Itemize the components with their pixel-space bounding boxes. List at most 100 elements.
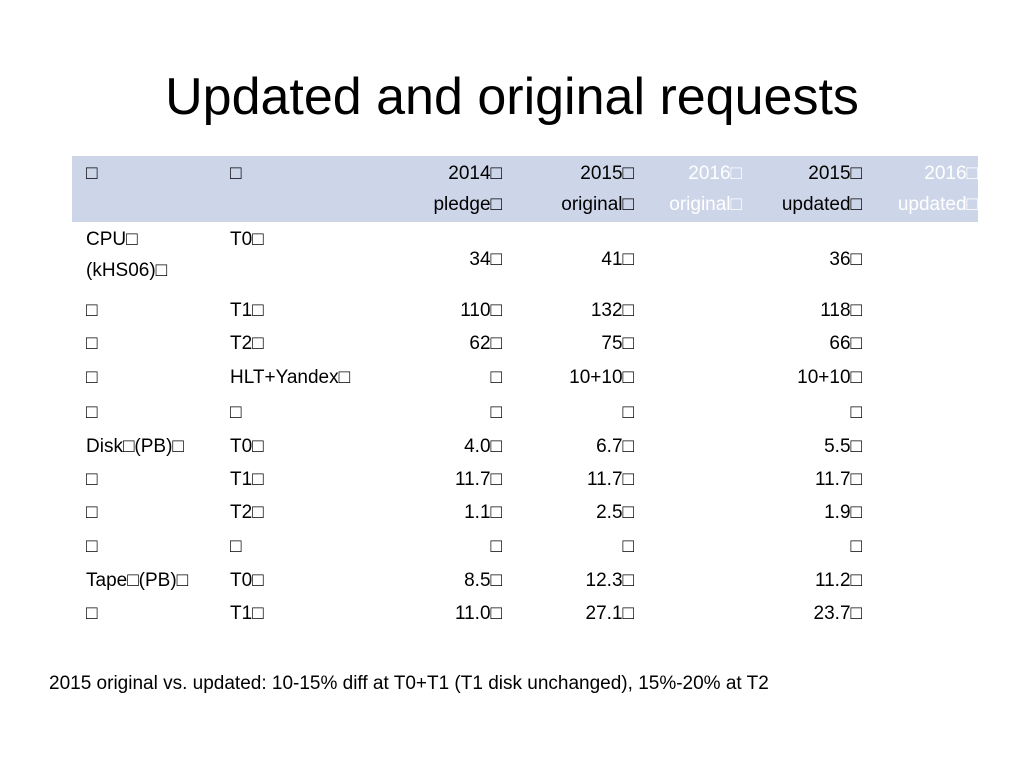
value-cell-2015-original: 132□ — [590, 300, 634, 321]
row-label-cell: □ — [86, 402, 98, 423]
value-cell-2015-updated: □ — [850, 402, 862, 423]
value-cell-2016-original — [634, 395, 742, 430]
value-cell-2014-pledge: □ — [490, 536, 502, 557]
value-cell-2016-original — [634, 496, 742, 529]
row-label-cell: Disk□(PB)□ — [86, 436, 184, 457]
tier-cell: T2□ — [230, 502, 264, 523]
value-cell-2014-pledge: 62□ — [469, 333, 502, 354]
value-cell-2014-pledge: 8.5□ — [464, 570, 502, 591]
header-cell-2015-original: 2015□ original□ — [561, 163, 634, 215]
value-cell-2015-original: 75□ — [601, 333, 634, 354]
footnote: 2015 original vs. updated: 10-15% diff a… — [49, 673, 769, 694]
value-cell-2016-updated — [862, 529, 978, 564]
value-cell-2015-updated: 66□ — [829, 333, 862, 354]
value-cell-2015-updated: 11.7□ — [814, 469, 862, 490]
header-cell-2016-updated: 2016□ updated□ — [897, 163, 978, 215]
row-label-cell: □ — [86, 536, 98, 557]
tier-cell: T0□ — [230, 436, 264, 457]
tier-cell: T0□ — [230, 570, 264, 591]
tier-cell: □ — [230, 536, 242, 557]
value-cell-2014-pledge: 11.7□ — [454, 469, 502, 490]
row-label-cell: CPU□ (kHS06)□ — [86, 229, 168, 281]
table-row: □ T1□ 11.7□ 11.7□ 11.7□ — [72, 463, 978, 496]
tier-cell: T1□ — [230, 603, 264, 624]
table-row: Disk□(PB)□ T0□ 4.0□ 6.7□ 5.5□ — [72, 430, 978, 463]
value-cell-2015-original: 11.7□ — [586, 469, 634, 490]
value-cell-2016-original — [634, 564, 742, 597]
value-cell-2016-updated — [862, 327, 978, 360]
table-row: CPU□ (kHS06)□ T0□ 34□ 41□ 36□ — [72, 224, 978, 294]
value-cell-2015-updated: 36□ — [829, 248, 862, 270]
value-cell-2016-updated — [862, 294, 978, 327]
table-row: □ □ □ □ □ — [72, 395, 978, 430]
value-cell-2016-original — [634, 360, 742, 395]
table-row: □ HLT+Yandex□ □ 10+10□ 10+10□ — [72, 360, 978, 395]
value-cell-2016-original — [634, 224, 742, 294]
value-cell-2015-updated: □ — [850, 536, 862, 557]
header-cell-2016-original: 2016□ original□ — [669, 163, 742, 215]
tier-cell: □ — [230, 402, 242, 423]
value-cell-2015-original: 12.3□ — [585, 570, 634, 591]
value-cell-2016-original — [634, 529, 742, 564]
value-cell-2014-pledge: 11.0□ — [454, 603, 502, 624]
table-row: □ T2□ 1.1□ 2.5□ 1.9□ — [72, 496, 978, 529]
requests-table: □ □ 2014□ pledge□ 2015□ original□ 2016□ … — [72, 156, 978, 630]
value-cell-2014-pledge: 110□ — [460, 300, 502, 321]
header-cell-tier: □ — [230, 163, 242, 184]
header-cell-2014-pledge: 2014□ pledge□ — [433, 163, 502, 215]
table-header-row: □ □ 2014□ pledge□ 2015□ original□ 2016□ … — [72, 156, 978, 224]
value-cell-2016-updated — [862, 564, 978, 597]
value-cell-2016-original — [634, 327, 742, 360]
table-row: □ T2□ 62□ 75□ 66□ — [72, 327, 978, 360]
value-cell-2015-updated: 11.2□ — [814, 570, 862, 591]
value-cell-2016-updated — [862, 597, 978, 630]
tier-cell: T2□ — [230, 333, 264, 354]
row-label-cell: □ — [86, 367, 98, 388]
row-label-cell: □ — [86, 469, 98, 490]
value-cell-2015-original: 27.1□ — [585, 603, 634, 624]
value-cell-2016-original — [634, 430, 742, 463]
row-label-cell: □ — [86, 603, 98, 624]
table-row: □ □ □ □ □ — [72, 529, 978, 564]
value-cell-2015-original: 2.5□ — [596, 502, 634, 523]
value-cell-2016-original — [634, 463, 742, 496]
value-cell-2014-pledge: 1.1□ — [464, 502, 502, 523]
table-row: Tape□(PB)□ T0□ 8.5□ 12.3□ 11.2□ — [72, 564, 978, 597]
value-cell-2015-original: 10+10□ — [569, 367, 634, 388]
tier-cell: T0□ — [230, 229, 264, 250]
requests-table-wrap: □ □ 2014□ pledge□ 2015□ original□ 2016□ … — [72, 156, 978, 630]
value-cell-2015-original: 6.7□ — [596, 436, 634, 457]
value-cell-2015-updated: 1.9□ — [824, 502, 862, 523]
value-cell-2015-updated: 23.7□ — [813, 603, 862, 624]
value-cell-2016-original — [634, 294, 742, 327]
value-cell-2015-original: □ — [622, 536, 634, 557]
row-label-cell: □ — [86, 502, 98, 523]
value-cell-2016-updated — [862, 395, 978, 430]
row-label-cell: □ — [86, 333, 98, 354]
value-cell-2015-updated: 5.5□ — [824, 436, 862, 457]
row-label-cell: Tape□(PB)□ — [86, 570, 189, 591]
value-cell-2016-updated — [862, 463, 978, 496]
value-cell-2015-original: 41□ — [601, 248, 634, 270]
value-cell-2014-pledge: 34□ — [469, 248, 502, 270]
slide-title: Updated and original requests — [165, 68, 859, 126]
value-cell-2015-updated: 10+10□ — [797, 367, 862, 388]
value-cell-2015-original: □ — [622, 402, 634, 423]
value-cell-2015-updated: 118□ — [820, 300, 862, 321]
header-cell-resource: □ — [86, 163, 98, 184]
tier-cell: HLT+Yandex□ — [230, 367, 351, 388]
value-cell-2016-updated — [862, 360, 978, 395]
value-cell-2016-updated — [862, 496, 978, 529]
value-cell-2016-updated — [862, 430, 978, 463]
table-row: □ T1□ 11.0□ 27.1□ 23.7□ — [72, 597, 978, 630]
value-cell-2014-pledge: □ — [490, 367, 502, 388]
value-cell-2016-updated — [862, 224, 978, 294]
value-cell-2014-pledge: 4.0□ — [464, 436, 502, 457]
tier-cell: T1□ — [230, 469, 264, 490]
value-cell-2014-pledge: □ — [490, 402, 502, 423]
row-label-cell: □ — [86, 300, 98, 321]
table-header-band — [72, 156, 978, 222]
header-cell-2015-updated: 2015□ updated□ — [781, 163, 862, 215]
value-cell-2016-original — [634, 597, 742, 630]
